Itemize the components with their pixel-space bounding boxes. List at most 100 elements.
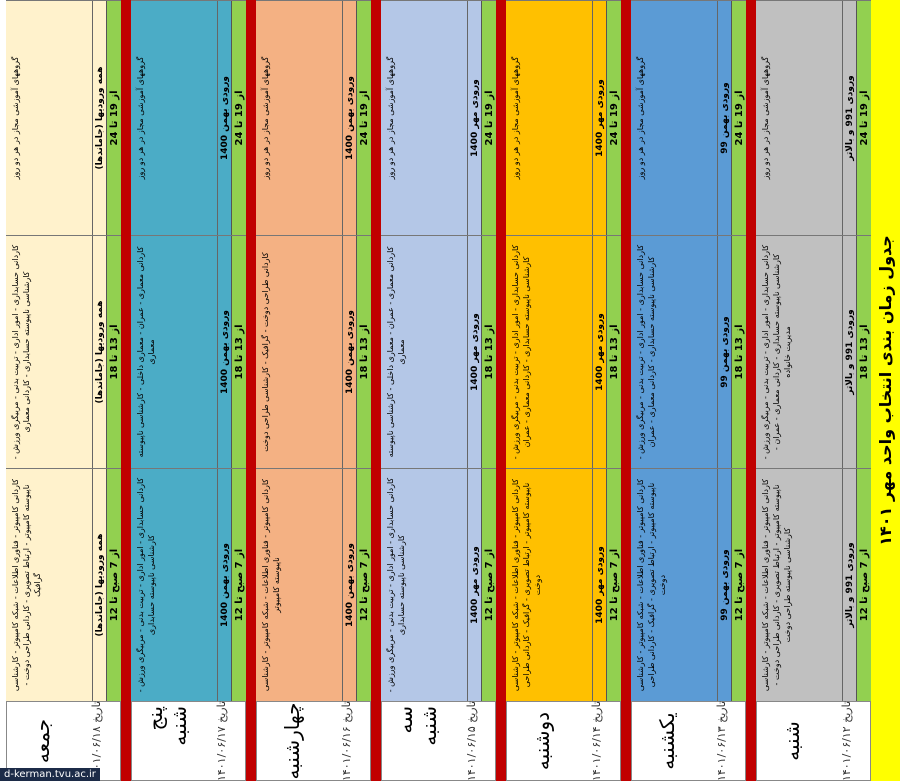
slot-entry: ورودی مهر 1400 xyxy=(592,1,606,235)
slot-majors: گروههای آموزشی مجاز در هر دو روز xyxy=(761,56,770,180)
day-separator xyxy=(621,0,631,781)
slot-time: از 13 تا 18 xyxy=(731,236,746,468)
slot-time: از 19 تا 24 xyxy=(356,1,371,235)
day-row: چهارشنبه تاریخ ۱۴۰۱/۰۶/۱۶ کاردانی کامپیوتر… xyxy=(256,0,371,781)
slot-entry: ورودی مهر 1400 xyxy=(592,236,606,468)
slot-entry: ورودی بهمن 1400 xyxy=(342,469,356,701)
time-slot: گروههای آموزشی مجاز در هر دو روز همه ورود… xyxy=(6,0,121,235)
slot-majors: کاردانی حسابداری - امور اداری - تربیت بد… xyxy=(386,477,406,693)
slot-entry: ورودی 991 و بالاتر xyxy=(842,236,856,468)
day-row: دوشنبه تاریخ ۱۴۰۱/۰۶/۱۴ کاردانی کامپیوتر -… xyxy=(506,0,621,781)
slot-entry: همه ورودیها (جاماندها) xyxy=(92,1,106,235)
slot-time: از 19 تا 24 xyxy=(106,1,121,235)
slot-entry: ورودی 991 و بالاتر xyxy=(842,469,856,701)
slot-time: از 13 تا 18 xyxy=(231,236,246,468)
time-slot: کاردانی معماری - عمران - معماری داخلی - … xyxy=(381,235,496,468)
day-date: تاریخ ۱۴۰۱/۰۶/۱۵ xyxy=(464,700,478,781)
slot-time: از 13 تا 18 xyxy=(106,236,121,468)
time-slot: گروههای آموزشی مجاز در هر دو روز ورودی 99… xyxy=(756,0,871,235)
day-label: سه شنبه تاریخ ۱۴۰۱/۰۶/۱۵ xyxy=(381,701,496,781)
slot-majors: کاردانی کامپیوتر - فناوری اطلاعات - شبکه… xyxy=(761,478,792,692)
slot-majors: کاردانی معماری - عمران - معماری داخلی - … xyxy=(386,246,406,458)
day-date: تاریخ ۱۴۰۱/۰۶/۱۲ xyxy=(839,700,853,781)
slot-entry: ورودی 991 و بالاتر xyxy=(842,1,856,235)
time-slot: گروههای آموزشی مجاز در هر دو روز ورودی مه… xyxy=(381,0,496,235)
slot-time: از 19 تا 24 xyxy=(731,1,746,235)
time-slot: کاردانی حسابداری - امور اداری - تربیت بد… xyxy=(506,235,621,468)
day-row: پنج شنبه تاریخ ۱۴۰۱/۰۶/۱۷ کاردانی حسابداری… xyxy=(131,0,246,781)
time-slot: گروههای آموزشی مجاز در هر دو روز ورودی به… xyxy=(131,0,246,235)
time-slot: کاردانی کامپیوتر - فناوری اطلاعات - شبکه… xyxy=(756,468,871,701)
slot-majors: گروههای آموزشی مجاز در هر دو روز xyxy=(261,56,270,180)
slot-majors: کاردانی حسابداری - امور اداری - تربیت بد… xyxy=(136,477,156,693)
slot-entry: ورودی بهمن 99 xyxy=(717,469,731,701)
slot-majors: کاردانی حسابداری - امور اداری - تربیت بد… xyxy=(11,244,31,460)
slot-entry: ورودی بهمن 99 xyxy=(717,236,731,468)
slot-entry: همه ورودیها (جاماندها) xyxy=(92,236,106,468)
slot-time: از 13 تا 18 xyxy=(606,236,621,468)
slot-time: از 13 تا 18 xyxy=(856,236,871,468)
day-separator xyxy=(746,0,756,781)
slot-entry: ورودی بهمن 1400 xyxy=(217,1,231,235)
slot-entry: همه ورودیها (جاماندها) xyxy=(92,469,106,701)
slot-time: از 13 تا 18 xyxy=(356,236,371,468)
time-slot: کاردانی حسابداری - امور اداری - تربیت بد… xyxy=(381,468,496,701)
slot-time: از 7 صبح تا 12 xyxy=(356,469,371,701)
slot-majors: کاردانی کامپیوتر - فناوری اطلاعات - شبکه… xyxy=(511,478,542,692)
day-name: یکشنبه xyxy=(655,712,680,770)
day-date: تاریخ ۱۴۰۱/۰۶/۱۶ xyxy=(339,700,353,781)
slot-majors: گروههای آموزشی مجاز در هر دو روز xyxy=(136,56,145,180)
day-date: تاریخ ۱۴۰۱/۰۶/۱۸ xyxy=(89,700,103,781)
slot-time: از 19 تا 24 xyxy=(481,1,496,235)
time-slot: کاردانی حسابداری - امور اداری - تربیت بد… xyxy=(6,235,121,468)
day-date: تاریخ ۱۴۰۱/۰۶/۱۷ xyxy=(214,700,228,781)
day-separator xyxy=(496,0,506,781)
time-slot: کاردانی معماری - عمران - معماری داخلی - … xyxy=(131,235,246,468)
time-slot: گروههای آموزشی مجاز در هر دو روز ورودی مه… xyxy=(506,0,621,235)
day-row: یکشنبه تاریخ ۱۴۰۱/۰۶/۱۳ کاردانی کامپیوتر -… xyxy=(631,0,746,781)
slot-time: از 7 صبح تا 12 xyxy=(731,469,746,701)
time-slot: کاردانی حسابداری - امور اداری - تربیت بد… xyxy=(131,468,246,701)
slot-entry: ورودی بهمن 1400 xyxy=(342,1,356,235)
slot-majors: گروههای آموزشی مجاز در هر دو روز xyxy=(11,56,20,180)
slot-majors: گروههای آموزشی مجاز در هر دو روز xyxy=(511,56,520,180)
time-slot: کاردانی حسابداری - امور اداری - تربیت بد… xyxy=(756,235,871,468)
slot-time: از 7 صبح تا 12 xyxy=(606,469,621,701)
slot-majors: کاردانی حسابداری - امور اداری - تربیت بد… xyxy=(511,244,531,460)
slot-majors: کاردانی کامپیوتر - فناوری اطلاعات - شبکه… xyxy=(11,478,42,692)
day-label: چهارشنبه تاریخ ۱۴۰۱/۰۶/۱۶ xyxy=(256,701,371,781)
day-separator xyxy=(246,0,256,781)
day-separator xyxy=(371,0,381,781)
day-row: جمعه تاریخ ۱۴۰۱/۰۶/۱۸ کاردانی کامپیوتر - ف… xyxy=(6,0,121,781)
slot-majors: گروههای آموزشی مجاز در هر دو روز xyxy=(386,56,395,180)
slot-time: از 7 صبح تا 12 xyxy=(856,469,871,701)
slot-entry: ورودی مهر 1400 xyxy=(467,236,481,468)
day-name: دوشنبه xyxy=(530,711,555,771)
slot-majors: کاردانی کامپیوتر - فناوری اطلاعات - شبکه… xyxy=(636,478,667,692)
time-slot: کاردانی کامپیوتر - فناوری اطلاعات - شبکه… xyxy=(506,468,621,701)
slot-time: از 7 صبح تا 12 xyxy=(231,469,246,701)
day-label: شنبه تاریخ ۱۴۰۱/۰۶/۱۲ xyxy=(756,701,871,781)
slot-entry: ورودی بهمن 1400 xyxy=(217,236,231,468)
day-name: شنبه xyxy=(780,721,805,761)
slot-majors: کاردانی حسابداری - امور اداری - تربیت بد… xyxy=(636,244,656,460)
day-row: سه شنبه تاریخ ۱۴۰۱/۰۶/۱۵ کاردانی حسابداری … xyxy=(381,0,496,781)
slot-entry: ورودی بهمن 1400 xyxy=(217,469,231,701)
table-title: جدول زمان بندی انتخاب واحد مهر ۱۴۰۱ xyxy=(871,0,900,781)
slot-entry: ورودی مهر 1400 xyxy=(467,469,481,701)
day-date: تاریخ ۱۴۰۱/۰۶/۱۳ xyxy=(714,700,728,781)
day-name: سه شنبه xyxy=(393,706,442,746)
slot-majors: کاردانی کامپیوتر - فناوری اطلاعات - شبکه… xyxy=(261,478,281,692)
day-name: پنج شنبه xyxy=(143,706,192,746)
slot-time: از 7 صبح تا 12 xyxy=(481,469,496,701)
slot-majors: گروههای آموزشی مجاز در هر دو روز xyxy=(636,56,645,180)
time-slot: گروههای آموزشی مجاز در هر دو روز ورودی به… xyxy=(256,0,371,235)
slot-time: از 7 صبح تا 12 xyxy=(106,469,121,701)
slot-time: از 19 تا 24 xyxy=(856,1,871,235)
site-watermark[interactable]: d-kerman.tvu.ac.ir xyxy=(0,768,100,781)
day-label: دوشنبه تاریخ ۱۴۰۱/۰۶/۱۴ xyxy=(506,701,621,781)
day-name: جمعه xyxy=(30,718,55,764)
slot-entry: ورودی بهمن 1400 xyxy=(342,236,356,468)
day-name: چهارشنبه xyxy=(280,702,305,780)
